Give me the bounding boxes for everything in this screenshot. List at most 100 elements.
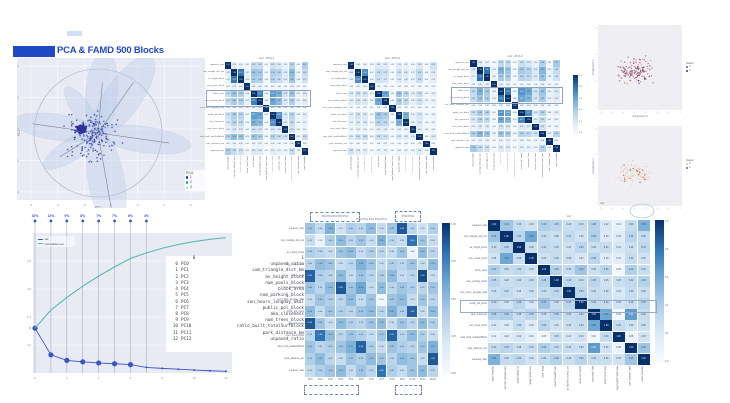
heatmap-cell: 0.55: [276, 90, 283, 98]
heatmap-cell: 0.30: [288, 119, 295, 126]
heatmap-cell: 0.50: [417, 365, 428, 377]
heatmap-cell: 0.06: [416, 83, 423, 91]
scree-legend-entry[interactable]: cumulative var: [38, 242, 74, 247]
scatter-plot-area[interactable]: [598, 25, 682, 110]
heatmap-cell: 1.00: [354, 69, 362, 76]
heatmap-cell: 0.25: [532, 88, 539, 95]
scatter-legend-entry[interactable]: 0: [686, 162, 716, 166]
colorbar-ticks: 1.0 0.8 0.6 0.4 0.2 0.0: [579, 75, 591, 135]
legend-dot-icon: [186, 186, 189, 189]
corr-heatmap-large[interactable]: corr 1.00 0.45 0.30 0.25 0.40 0.35 0.28 0.30 0.38…: [450, 200, 690, 395]
heatmap-cell: 0.06: [423, 133, 430, 141]
heatmap-cell: 0.05: [546, 60, 553, 67]
heatmap-cell: 0.35: [276, 69, 283, 76]
heatmap-cell: 1.00: [395, 112, 403, 119]
pca-legend-entry[interactable]: 3: [186, 185, 204, 190]
heatmap-col-label: num_trees_block: [603, 366, 607, 385]
heatmap-cell: 0.10: [237, 62, 244, 69]
heatmap-cell: 0.22: [562, 331, 575, 343]
heatmap-cell: 1.00: [375, 90, 382, 98]
heatmap-cell: 0.02: [553, 102, 560, 110]
heatmap-row-label: av_height_block: [286, 250, 304, 254]
heatmap-col-label: num_trees_block: [534, 153, 537, 170]
scatter-legend-entry[interactable]: 1: [686, 69, 716, 73]
legend-label: 1: [689, 69, 691, 73]
heatmap-cell: 0.12: [375, 147, 382, 155]
heatmap-cell: 0.30: [356, 246, 366, 259]
heatmap-cell: 0.78: [237, 69, 244, 76]
pca-legend-entry[interactable]: 2: [186, 180, 204, 185]
heatmap-col-label: park_distance_km: [628, 366, 632, 386]
heatmap-grid[interactable]: 0.45 0.30 0.55 0.25 0.40 0.35 0.50 0.30 0.45 0.88…: [305, 223, 438, 377]
heatmap-row-label: num_parking_block: [328, 99, 347, 102]
colorbar-tick: 0.6: [579, 97, 583, 100]
pc-id-cell: PC9: [181, 318, 189, 324]
heatmap-cell: 0.05: [282, 140, 289, 148]
heatmap-grid[interactable]: 1.00 0.18 0.12 0.05 0.32 0.30 0.02 0.28 0.22 0.10…: [470, 60, 560, 152]
heatmap-cell: 0.28: [525, 242, 538, 254]
pca-legend[interactable]: PCA 1 2 3: [185, 170, 205, 192]
scatter-legend-entry[interactable]: 0: [686, 65, 716, 69]
heatmap-cell: 0.50: [345, 246, 356, 259]
heatmap-cell: 0.30: [356, 294, 366, 306]
pca-legend-entry[interactable]: 1: [186, 175, 204, 180]
loadings-heatmap[interactable]: PC0 PC1 PC2 PC3 PC4 0.45 0.30 0.55 0.25 0.40 0…: [260, 205, 470, 395]
scatter-legend[interactable]: cluster 0 1: [686, 62, 716, 73]
heatmap-cell: 0.80: [376, 365, 387, 377]
corr-heatmap-2[interactable]: corr - PCA 2 1.00 0.08 0.06 0.03 0.18 0.16 0.01…: [313, 52, 453, 187]
heatmap-grid[interactable]: 1.00 0.15 0.10 0.05 0.30 0.28 0.02 0.25 0.20 0.10…: [225, 62, 308, 155]
heatmap-cell: 0.55: [488, 353, 501, 365]
heatmap-cell: 0.30: [288, 147, 295, 155]
heatmap-cell: 0.40: [356, 353, 366, 365]
heatmap-cell: 0.30: [276, 133, 283, 141]
heatmap-cell: 1.00: [409, 126, 417, 134]
heatmap-cell: 0.06: [490, 116, 498, 124]
heatmap-cell: 0.30: [345, 365, 356, 377]
heatmap-cell: 0.10: [295, 133, 302, 141]
scree-legend-entry[interactable]: var: [38, 237, 74, 242]
heatmap-cell: 0.45: [386, 223, 397, 235]
heatmap-col-label: cum_triangle_dist_km: [503, 366, 507, 390]
scree-markers: [32, 325, 227, 373]
heatmap-cell: 0.28: [575, 342, 588, 354]
heatmap-cell: 0.45: [476, 95, 484, 103]
corr-heatmap-1[interactable]: corr - PCA 1 1.00 0.15 0.10 0.05 0.30 0.28 0.02…: [190, 52, 330, 187]
heatmap-cell: 0.30: [407, 294, 418, 306]
scatter-legend-entry[interactable]: 1: [686, 166, 716, 170]
heatmap-cell: 0.88: [305, 317, 315, 330]
heatmap-cell: 0.36: [518, 74, 525, 81]
component-scatter-top[interactable]: -2 -1 0 1 2 3 4 5 -2 0 2 4 Component 0 Component 1 clu…: [591, 18, 730, 123]
heatmap-cell: 0.40: [345, 317, 356, 330]
heatmap-cell: 0.40: [427, 317, 438, 330]
heatmap-cell: 0.28: [361, 133, 369, 141]
heatmap-cell: 0.18: [402, 133, 410, 141]
heatmap-grid[interactable]: 1.00 0.45 0.30 0.25 0.40 0.35 0.28 0.30 0.38 0.22…: [488, 220, 650, 365]
svg-text:8%: 8%: [80, 214, 85, 218]
heatmap-cell: 0.30: [376, 258, 387, 270]
heatmap-cell: 0.38: [537, 275, 550, 287]
heatmap-cell: 0.35: [231, 119, 238, 126]
heatmap-col-label: unpaved_ratio: [640, 366, 644, 382]
heatmap-cell: 0.04: [244, 126, 251, 134]
heatmap-cell: 0.01: [423, 83, 430, 91]
heatmap-cell: 1.00: [470, 60, 477, 67]
heatmap-cell: 0.22: [532, 95, 539, 103]
scree-legend[interactable]: var cumulative var: [37, 236, 75, 247]
heatmap-cell: 0.28: [354, 90, 362, 98]
scatter-legend[interactable]: cluster 0 1: [686, 159, 716, 170]
heatmap-cell: 0.05: [231, 104, 238, 112]
heatmap-cell: 0.15: [375, 126, 382, 134]
pca-biplot-svg[interactable]: -6 -4 -2 0 2 4 6 -4 -2 0 2 4 PC2 PC1: [12, 51, 205, 230]
heatmap-col-label: unpaved_ratio: [554, 153, 557, 167]
scatter-plot-area[interactable]: [598, 126, 682, 206]
colorbar-tick: 0.0: [579, 132, 583, 134]
row-index-cell: 10: [172, 324, 178, 330]
heatmap-cell: 0.40: [301, 62, 308, 69]
heatmap-cell: 0.14: [382, 126, 389, 134]
heatmap-grid[interactable]: 1.00 0.08 0.06 0.03 0.18 0.16 0.01 0.15 0.12 0.06…: [348, 62, 437, 155]
corr-heatmap-3[interactable]: corr - PCA 3 1.00 0.18 0.12 0.05 0.32 0.30 0.02…: [435, 52, 590, 187]
